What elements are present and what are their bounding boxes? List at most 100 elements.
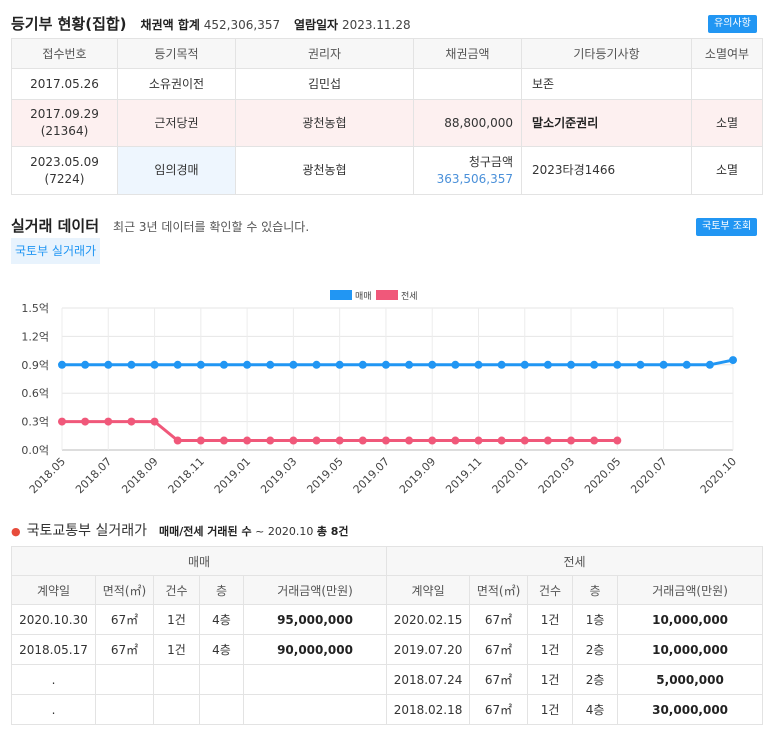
tab-molit-realdeal[interactable]: 국토부 실거래가 — [11, 238, 101, 264]
count-cell: 1건 — [527, 664, 574, 695]
transactions-summary: 매매/전세 거래된 수 ~ 2020.10 총 8건 — [158, 525, 349, 538]
data-point — [613, 436, 622, 445]
x-tick-label: 2019.05 — [304, 455, 345, 496]
amount-cell: 90,000,000 — [242, 634, 388, 665]
date-cell: . — [11, 664, 96, 695]
holder-cell: 김민섭 — [235, 68, 414, 100]
area-cell: 67㎡ — [469, 604, 529, 635]
x-tick-label: 2019.09 — [397, 455, 438, 496]
x-tick-label: 2018.09 — [119, 455, 160, 496]
data-point — [312, 360, 321, 369]
count-cell: 1건 — [153, 604, 200, 635]
data-point — [196, 436, 205, 445]
table-row: 2023.05.09 (7224) 임의경매 광천농협 청구금액 363,506,3… — [11, 146, 763, 195]
total-label: 채권액 합계 — [140, 18, 200, 32]
amount-cell — [242, 664, 388, 695]
area-cell: 67㎡ — [469, 634, 529, 665]
col-floor: 층 — [199, 575, 244, 605]
notice-button[interactable]: 유의사항 — [708, 15, 757, 33]
y-tick-label: 1.5억 — [21, 302, 49, 315]
date-cell: 2019.07.20 — [386, 634, 471, 665]
x-tick-label: 2018.05 — [27, 455, 68, 496]
table-row: . 2018.02.18 67㎡ 1건 4층 30,000,000 — [11, 694, 764, 725]
group-jeonse: 전세 — [386, 546, 764, 576]
purpose-cell: 근저당권 — [117, 99, 236, 147]
molit-lookup-button[interactable]: 국토부 조회 — [696, 218, 758, 236]
extinct-cell: 소멸 — [691, 146, 763, 195]
date-cell: 2018.02.18 — [386, 694, 471, 725]
data-point — [428, 436, 437, 445]
realdeal-title: 실거래 데이터 — [11, 217, 100, 235]
x-tick-label: 2020.03 — [536, 455, 577, 496]
group-sale: 매매 — [10, 546, 388, 576]
bullet-dot-icon: ● — [11, 525, 21, 538]
col-floor: 층 — [572, 575, 619, 605]
col-count: 건수 — [153, 575, 200, 605]
purpose-cell: 소유권이전 — [117, 68, 236, 100]
data-point — [219, 436, 228, 445]
data-point — [266, 436, 275, 445]
date-label: 열람일자 — [293, 18, 339, 32]
y-tick-label: 1.2억 — [21, 330, 49, 343]
data-point — [520, 360, 529, 369]
holder-cell: 광천농협 — [235, 99, 414, 147]
area-cell — [95, 664, 154, 695]
data-point — [451, 436, 460, 445]
date-cell: 2018.07.24 — [386, 664, 471, 695]
amount-cell: 10,000,000 — [617, 604, 764, 635]
amount-cell: 10,000,000 — [617, 634, 764, 665]
count-cell — [153, 694, 200, 725]
floor-cell — [199, 664, 244, 695]
data-point — [613, 360, 622, 369]
count-cell: 1건 — [153, 634, 200, 665]
receipt-cell: 2017.09.29 (21364) — [11, 99, 118, 147]
realdeal-subtitle: 최근 3년 데이터를 확인할 수 있습니다. — [113, 220, 310, 234]
x-tick-label: 2019.03 — [258, 455, 299, 496]
legend-swatch — [330, 290, 352, 300]
col-amount: 거래금액(만원) — [617, 575, 764, 605]
data-point — [497, 436, 506, 445]
data-point — [659, 360, 668, 369]
data-point — [543, 360, 552, 369]
col-amount: 거래금액(만원) — [242, 575, 388, 605]
receipt-cell: 2023.05.09 (7224) — [11, 146, 118, 195]
data-point — [636, 360, 645, 369]
data-point — [682, 360, 691, 369]
data-point — [150, 417, 159, 426]
data-point — [173, 436, 182, 445]
col-receipt: 접수번호 — [11, 38, 118, 69]
date-cell: 2020.02.15 — [386, 604, 471, 635]
col-etc: 기타등기사항 — [521, 38, 692, 69]
amount-cell: 청구금액 363,506,357 — [413, 146, 522, 195]
column-header-row: 계약일 면적(㎡) 건수 층 거래금액(만원) 계약일 면적(㎡) 건수 층 거래금액(만원) — [11, 575, 764, 605]
col-amount: 채권금액 — [413, 38, 522, 69]
data-point — [428, 360, 437, 369]
y-tick-label: 0.0억 — [21, 444, 49, 457]
data-point — [474, 436, 483, 445]
claim-amount-link[interactable]: 363,506,357 — [436, 171, 513, 186]
data-point — [567, 360, 576, 369]
data-point — [266, 360, 275, 369]
data-point — [58, 360, 66, 369]
date-value: 2023.11.28 — [341, 18, 411, 32]
data-point — [567, 436, 576, 445]
purpose-cell[interactable]: 임의경매 — [117, 146, 236, 195]
date-cell: 2020.10.30 — [11, 604, 96, 635]
legend-label: 전세 — [401, 291, 418, 302]
count-cell: 1건 — [527, 634, 574, 665]
table-row: 2018.05.17 67㎡ 1건 4층 90,000,000 2019.07.20 67㎡… — [11, 634, 764, 665]
data-point — [335, 436, 344, 445]
table-row: 2020.10.30 67㎡ 1건 4층 95,000,000 2020.02.15 67㎡… — [11, 604, 764, 635]
x-tick-label: 2020.07 — [628, 455, 669, 496]
data-point — [104, 360, 113, 369]
data-point — [474, 360, 483, 369]
legend-swatch — [376, 290, 398, 300]
legend-label: 매매 — [355, 291, 372, 302]
floor-cell: 1층 — [572, 604, 619, 635]
area-cell: 67㎡ — [469, 664, 529, 695]
data-point — [497, 360, 506, 369]
x-tick-label: 2020.10 — [698, 455, 739, 496]
floor-cell: 2층 — [572, 634, 619, 665]
data-point — [243, 360, 252, 369]
data-point — [335, 360, 344, 369]
